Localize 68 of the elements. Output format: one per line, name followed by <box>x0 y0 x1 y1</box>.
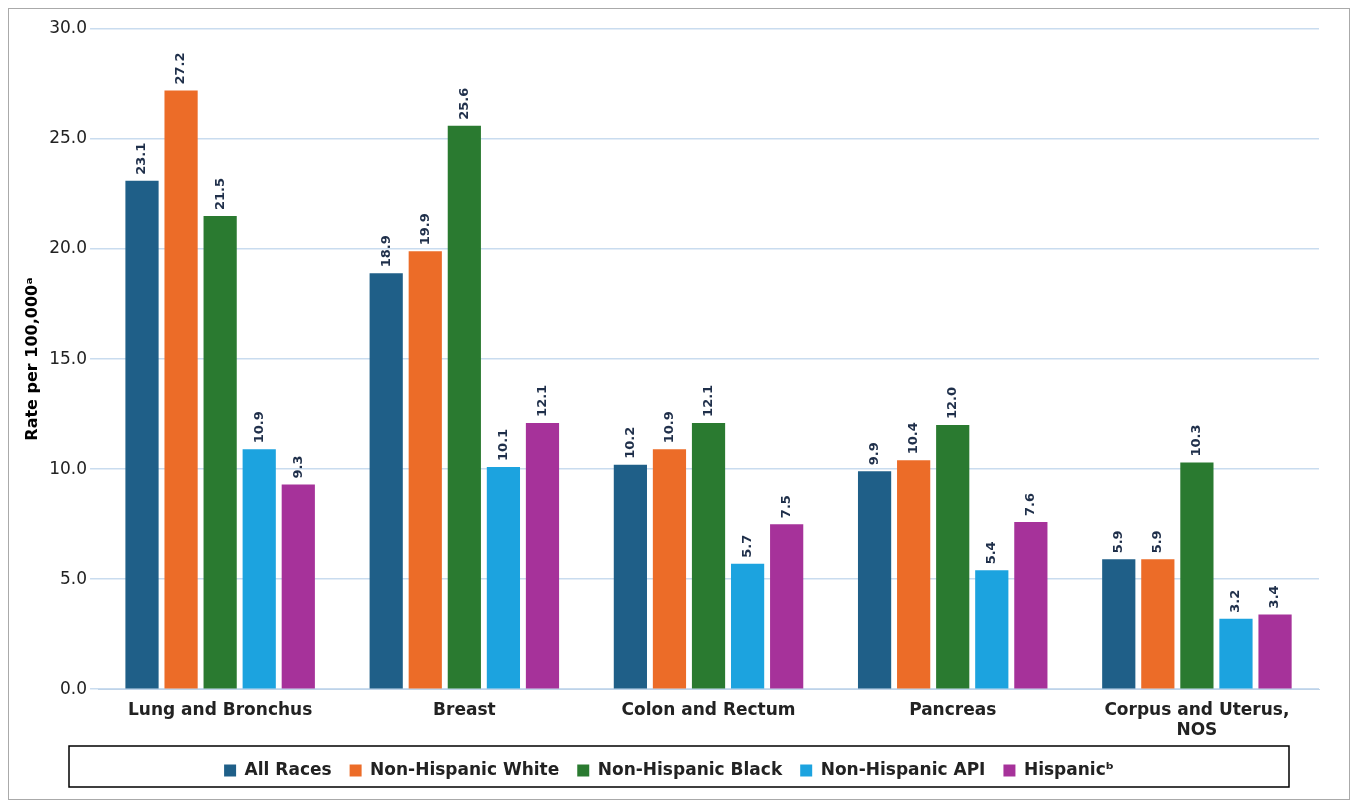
y-tick-label: 0.0 <box>60 677 88 698</box>
x-tick-label: Breast <box>433 698 496 719</box>
data-label: 9.9 <box>865 442 881 466</box>
bar <box>525 422 560 689</box>
data-label: 27.2 <box>172 52 188 85</box>
bar <box>447 125 481 689</box>
data-label: 12.1 <box>533 384 549 417</box>
legend-label: Non-Hispanic Black <box>597 758 783 779</box>
data-label: 10.4 <box>905 422 921 455</box>
data-label: 21.5 <box>211 177 227 211</box>
data-label: 10.9 <box>250 411 266 444</box>
bar <box>613 464 647 689</box>
data-label: 5.7 <box>738 534 754 558</box>
y-tick-label: 20.0 <box>49 237 88 258</box>
y-tick-label: 25.0 <box>49 127 88 148</box>
legend-label: Non-Hispanic API <box>820 758 986 779</box>
data-label: 3.4 <box>1266 585 1282 609</box>
data-label: 12.1 <box>699 384 715 417</box>
bar <box>408 251 442 689</box>
legend-label: Hispanicᵇ <box>1023 758 1114 779</box>
bar <box>857 471 892 689</box>
data-label: 19.9 <box>416 213 432 246</box>
bar <box>691 422 726 689</box>
bar <box>975 570 1009 689</box>
bar <box>369 273 403 689</box>
bar <box>1219 618 1253 689</box>
bar <box>164 90 198 689</box>
y-tick-label: 5.0 <box>60 567 88 588</box>
bar <box>1102 559 1136 689</box>
x-tick-label: Colon and Rectum <box>621 698 796 719</box>
bar <box>730 563 765 689</box>
data-label: 5.9 <box>1110 530 1126 554</box>
x-tick-label: Corpus and Uterus, NOS <box>1104 698 1290 740</box>
bar <box>652 449 687 689</box>
bar <box>125 180 159 689</box>
data-label: 5.9 <box>1149 530 1165 554</box>
data-label: 10.9 <box>660 411 676 444</box>
y-axis-title: Rate per 100,000ᵃ <box>21 277 41 441</box>
bar <box>770 524 804 689</box>
y-tick-label: 30.0 <box>49 17 88 38</box>
bar <box>1258 614 1292 689</box>
data-label: 10.2 <box>621 426 637 459</box>
bar <box>242 449 276 689</box>
data-label: 12.0 <box>944 387 960 420</box>
data-label: 10.3 <box>1188 424 1204 457</box>
bar <box>281 484 315 689</box>
data-label: 23.1 <box>133 142 149 175</box>
bar <box>486 466 521 689</box>
bar <box>203 216 237 689</box>
x-tick-label: Lung and Bronchus <box>127 698 313 719</box>
legend-label: All Races <box>244 758 332 779</box>
bar <box>897 460 931 689</box>
data-label: 9.3 <box>289 455 305 479</box>
data-label: 7.5 <box>778 495 794 519</box>
data-label: 5.4 <box>983 541 999 565</box>
data-label: 3.2 <box>1227 589 1243 613</box>
data-label: 10.1 <box>494 428 510 461</box>
bar <box>1014 521 1048 689</box>
legend-label: Non-Hispanic White <box>370 758 560 779</box>
data-label: 25.6 <box>455 87 471 120</box>
bar <box>1180 462 1214 689</box>
data-label: 18.9 <box>377 235 393 268</box>
y-tick-label: 15.0 <box>49 347 88 368</box>
data-label: 7.6 <box>1022 492 1038 516</box>
x-tick-label: Pancreas <box>909 698 997 719</box>
bar <box>1141 559 1175 689</box>
y-tick-label: 10.0 <box>49 457 88 478</box>
bar <box>936 425 970 689</box>
